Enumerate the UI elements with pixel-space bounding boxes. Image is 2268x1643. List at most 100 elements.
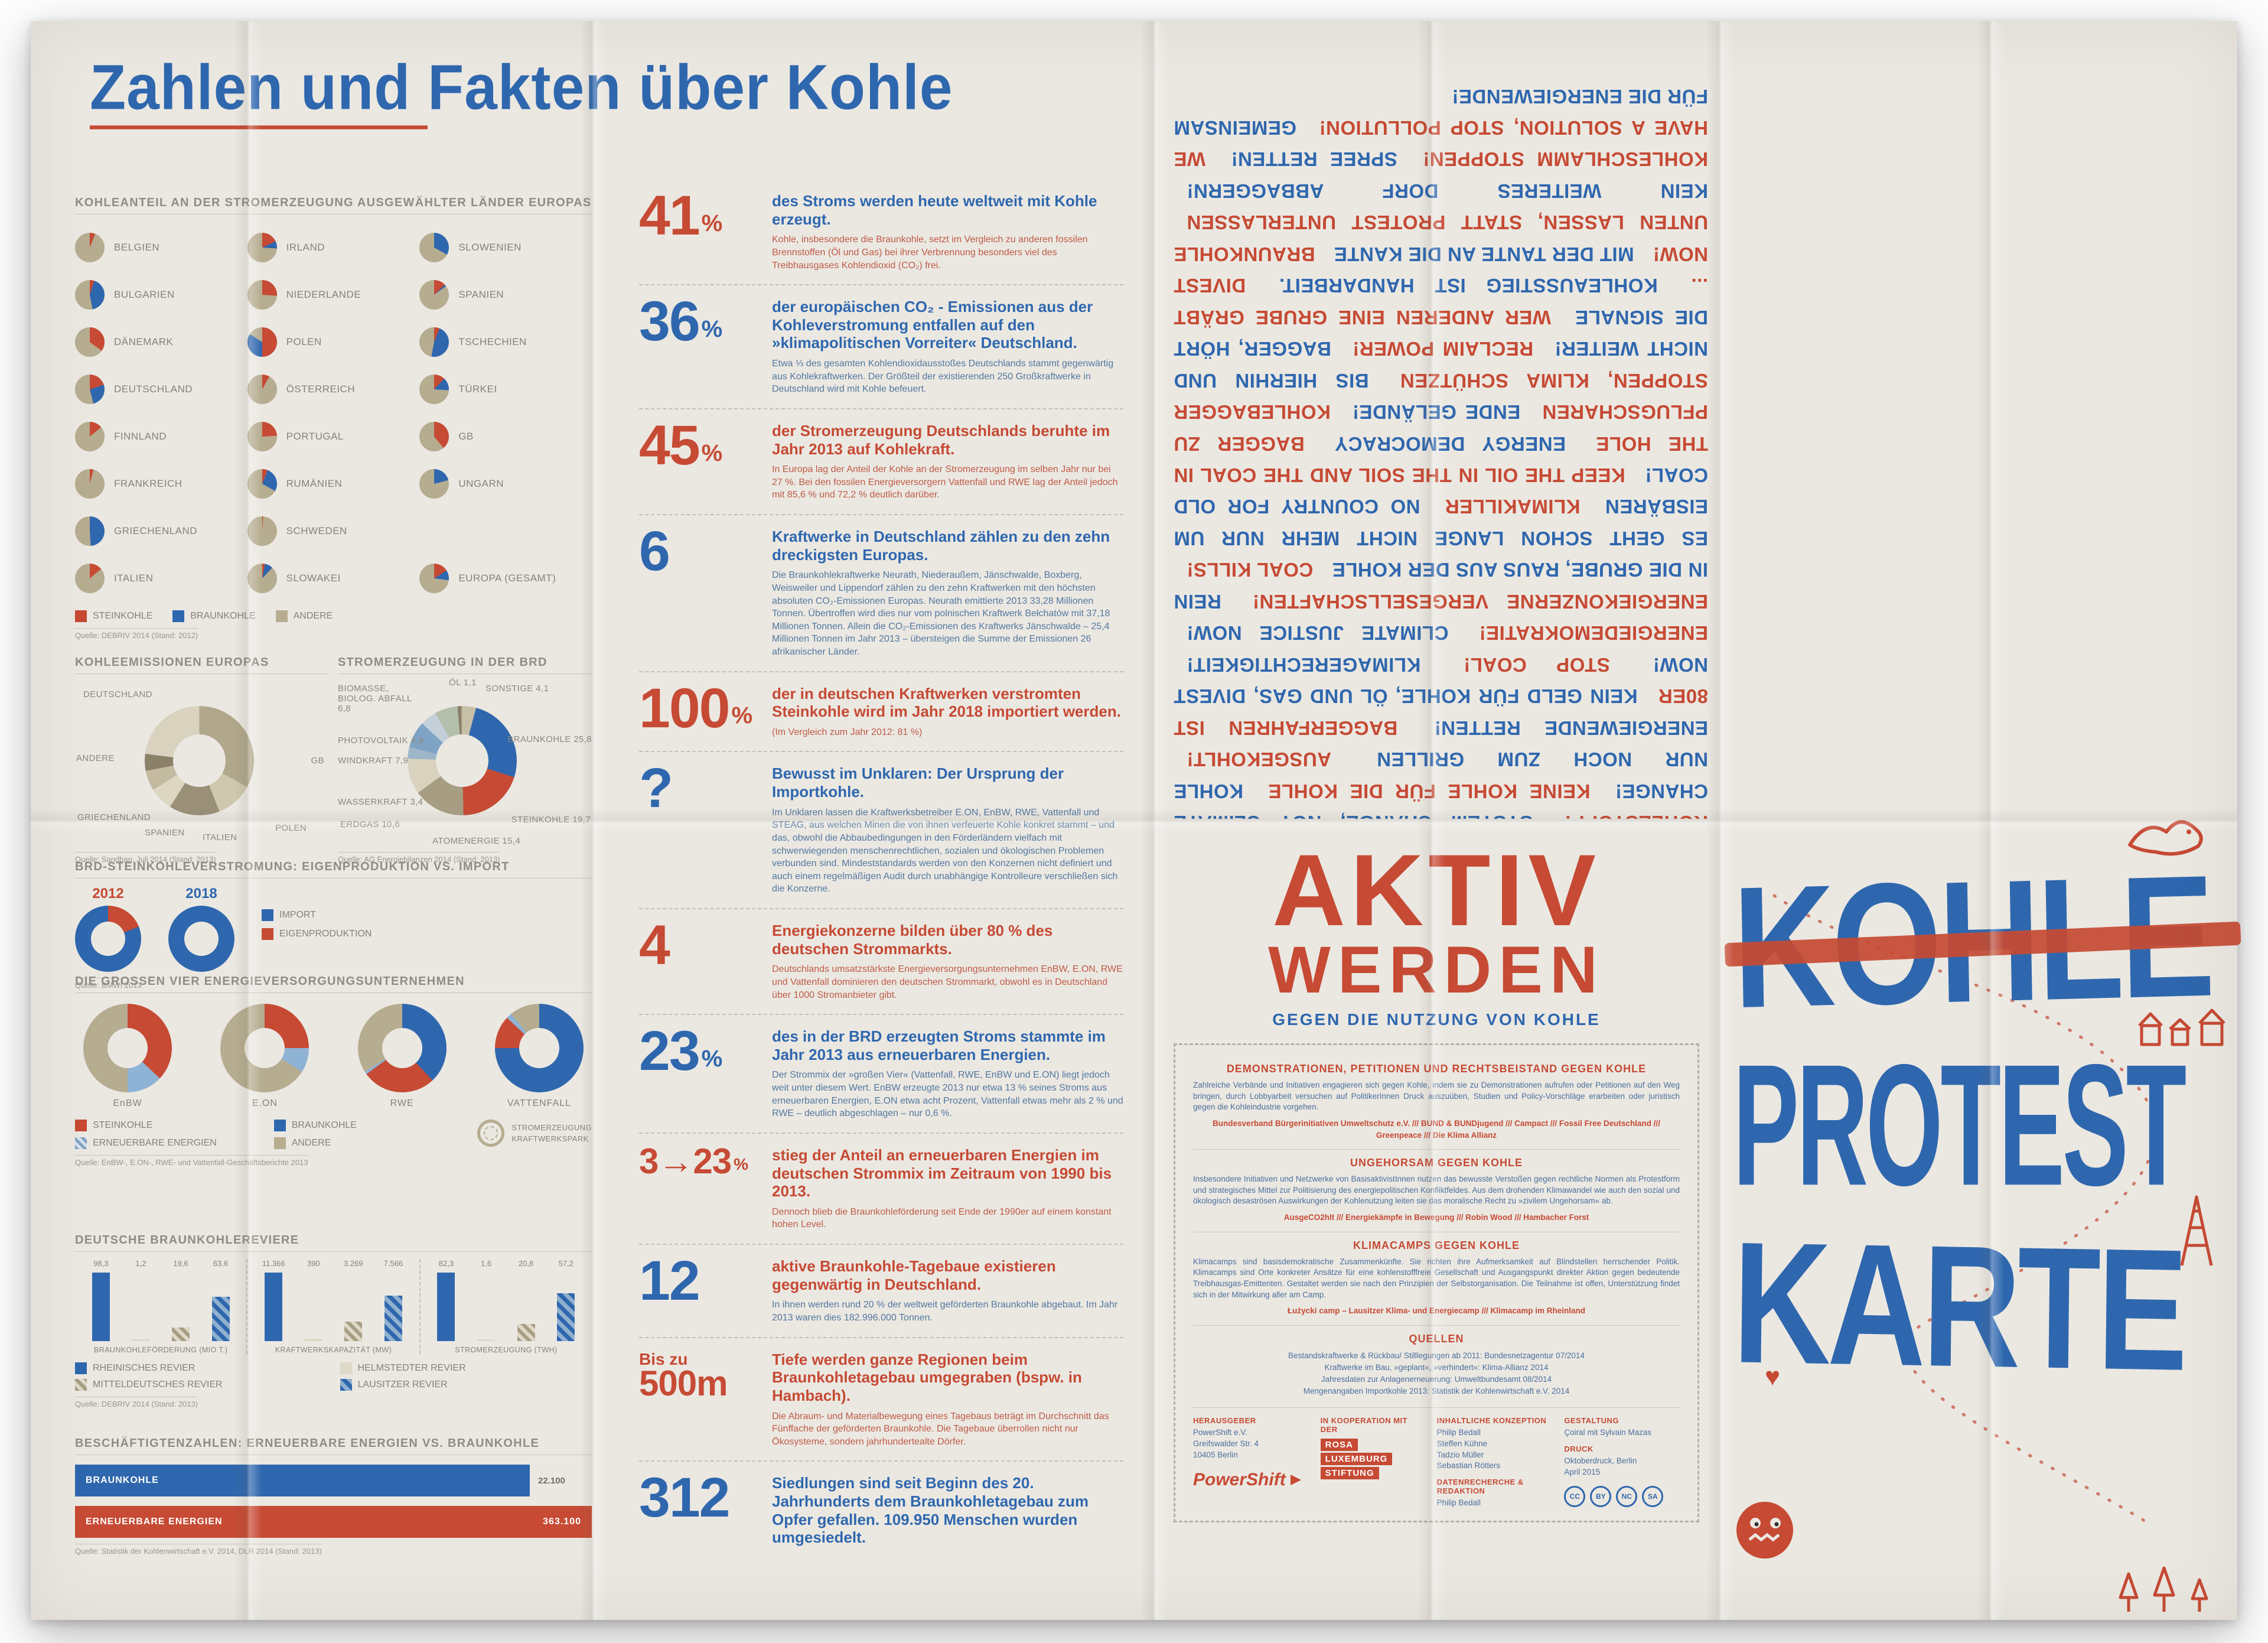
- bar-values: 11.366 390 3.269 7.566: [253, 1259, 413, 1268]
- country-pie-item: GB: [419, 413, 592, 460]
- stat-number: 312: [639, 1470, 772, 1547]
- job-bar-value: 363.100: [543, 1517, 581, 1527]
- donut-hole: [173, 734, 226, 787]
- pie-chart: [247, 422, 277, 451]
- bar-cell: [294, 1339, 334, 1341]
- company-name: E.ON: [252, 1098, 278, 1108]
- legend-swatch: [340, 1379, 352, 1391]
- mining-regions-section: DEUTSCHE BRAUNKOHLEREVIERE 98,3 1,2 19,6 63…: [75, 1234, 592, 1408]
- stat-body: Die Abraum- und Materialbewegung eines T…: [772, 1411, 1109, 1447]
- text-line: Jahresdaten zur Anlagenerneuerung: Umwel…: [1321, 1375, 1552, 1384]
- country-pie-item: GRIECHENLAND: [75, 507, 247, 555]
- brd-mix-donut-chart: SONSTIGE 4,1 BRAUNKOHLE 25,8 STEINKOHLE 19…: [338, 678, 592, 846]
- legend-swatch: [75, 610, 87, 622]
- sources-block: QUELLEN Bestandskraftwerke & Rückbau/ St…: [1193, 1325, 1680, 1406]
- text-line: PowerShift e.V.: [1193, 1427, 1247, 1437]
- village-doodle-icon: [2138, 1008, 2225, 1046]
- pie-chart: [247, 280, 277, 310]
- donut-slice-label: BRAUNKOHLE 25,8: [507, 734, 592, 744]
- country-pie-grid: BELGIEN BULGARIEN DÄNEMARK DEUTSCHLAND FINNL…: [75, 224, 592, 602]
- source-note: Quelle: DEBRIV 2014 (Stand: 2013): [75, 1397, 198, 1408]
- pie-chart: [419, 233, 449, 262]
- stat-body: In Europa lag der Anteil der Kohle an de…: [772, 464, 1118, 500]
- pie-chart: [419, 422, 449, 451]
- text-line: Greifswalder Str. 4: [1193, 1439, 1259, 1448]
- bar: [477, 1339, 496, 1341]
- bar: [304, 1339, 322, 1341]
- country-label: RUMÄNIEN: [286, 478, 343, 490]
- emissions-chart-block: KOHLEEMISSIONEN EUROPAS DEUTSCHLAND GB POL…: [75, 656, 329, 864]
- ring-label: KRAFTWERKSPARK: [511, 1134, 589, 1143]
- legend-label: LAUSITZER REVIER: [357, 1380, 448, 1390]
- big-four-legend: STEINKOHLE BRAUNKOHLE ERNEUERBARE ENERGIEN…: [75, 1120, 592, 1149]
- brd-mix-donut: [408, 706, 517, 815]
- country-pie-item: UNGARN: [419, 460, 592, 507]
- cc-license-icons: CC BY NC SA: [1564, 1486, 1680, 1508]
- legend-swatch: [275, 610, 288, 622]
- stat-number: 3→23%: [639, 1143, 772, 1231]
- bar-value: 20,8: [518, 1259, 534, 1268]
- stat-text: des in der BRD erzeugten Stroms stammte …: [772, 1027, 1123, 1120]
- stat-text: Siedlungen sind seit Beginn des 20. Jahr…: [772, 1474, 1123, 1547]
- legend-label: EIGENPRODUKTION: [279, 929, 372, 939]
- stat-block: ? Bewusst im Unklaren: Der Ursprung der I…: [639, 751, 1123, 908]
- bar: [384, 1296, 402, 1341]
- stat-body: Dennoch blieb die Braunkohleförderung se…: [772, 1206, 1112, 1230]
- stat-block: 4 Energiekonzerne bilden über 80 % des de…: [639, 907, 1123, 1014]
- heart-doodle-icon: ♥: [1765, 1362, 1781, 1391]
- donut-charts-section: KOHLEEMISSIONEN EUROPAS DEUTSCHLAND GB POL…: [75, 656, 592, 864]
- stat-number-unit: %: [701, 1045, 723, 1072]
- stat-number: 45%: [639, 417, 772, 502]
- country-pie-item: POLEN: [247, 318, 420, 366]
- stat-headline: der Stromerzeugung Deutschlands beruhte …: [772, 421, 1110, 458]
- legend-item: HELMSTEDTER REVIER: [340, 1362, 592, 1374]
- bar-value: 7.566: [383, 1259, 403, 1268]
- stat-body: Etwa ⅓ des gesamten Kohlendioxidausstoße…: [772, 359, 1114, 395]
- company-donut: EnBW: [83, 1004, 172, 1109]
- big-title-panel: ♥ KOHLE PROTEST: [1724, 813, 2241, 1620]
- concept-label: INHALTLICHE KONZEPTION: [1436, 1416, 1547, 1425]
- legend-label: RHEINISCHES REVIER: [93, 1363, 195, 1373]
- aktiv-section: UNGEHORSAM GEGEN KOHLE Insbesondere Initi…: [1193, 1149, 1680, 1231]
- stat-body: Deutschlands umsatzstärkste Energieverso…: [772, 964, 1123, 1000]
- pylon-doodle-icon: [2180, 1195, 2213, 1266]
- company-name: RWE: [390, 1098, 414, 1108]
- legend-item: MITTELDEUTSCHES REVIER: [75, 1379, 327, 1391]
- country-pie-item: SCHWEDEN: [247, 507, 420, 555]
- werden-title: WERDEN: [1268, 933, 1605, 1007]
- bar-value: 11.366: [262, 1259, 285, 1268]
- section-heading: BESCHÄFTIGTENZAHLEN: ERNEUERBARE ENERGIE…: [75, 1437, 592, 1455]
- donut-slice-label: STEINKOHLE 19,7: [511, 815, 591, 825]
- legend-label: STEINKOHLE: [93, 1120, 153, 1130]
- mining-regions-bar-chart: 98,3 1,2 19,6 63,6 BRAUNKOHLEFÖRDERUNG (MIO …: [75, 1259, 592, 1354]
- page-title: Zahlen und Fakten über Kohle: [90, 51, 953, 129]
- publication-date: April 2015: [1564, 1467, 1680, 1478]
- bar: [265, 1273, 283, 1341]
- company-name: EnBW: [113, 1098, 142, 1108]
- protest-slogan: ENERGIEDEMOKRATIE!: [1479, 622, 1708, 645]
- bar: [557, 1293, 575, 1341]
- company-donut-chart: [494, 1004, 584, 1092]
- concept-lines: Philip Bedall Steffen Kühne Tadzio Müller S…: [1437, 1427, 1553, 1472]
- country-pie-item: ITALIEN: [75, 555, 247, 602]
- bar-group-label: KRAFTWERKSKAPAZITÄT (MW): [275, 1346, 392, 1354]
- protest-slogans-panel: KOHLESTOPP! SYSTEM CHANGE, NOT CLIMATE C…: [1174, 80, 1708, 819]
- legend-item: ANDERE: [275, 610, 333, 622]
- bar-group-label: BRAUNKOHLEFÖRDERUNG (MIO T.): [94, 1346, 228, 1354]
- country-pie-item: FINNLAND: [75, 413, 247, 460]
- import-year-column: 2012: [75, 886, 141, 972]
- title-word-protest: PROTEST: [1733, 1028, 2186, 1222]
- stat-text: der in deutschen Kraftwerken verstromten…: [772, 685, 1123, 739]
- legend-item: RHEINISCHES REVIER: [75, 1362, 327, 1374]
- pie-chart: [419, 564, 449, 593]
- title-part-accent: Kohle: [786, 51, 953, 123]
- stat-text: Tiefe werden ganze Regionen beim Braunko…: [772, 1351, 1123, 1449]
- donut-slice-label: GB: [311, 756, 324, 766]
- bar-value: 63,6: [213, 1259, 229, 1268]
- legend-swatch: [75, 1379, 87, 1391]
- bar-value: 1,2: [135, 1259, 146, 1268]
- pie-chart: [419, 469, 449, 499]
- legend-label: ERNEUERBARE ENERGIEN: [93, 1138, 217, 1148]
- stat-text: aktive Braunkohle-Tagebaue existieren ge…: [772, 1257, 1123, 1325]
- protest-slogan: KLIMAGERECHTIGKEIT!: [1186, 653, 1421, 676]
